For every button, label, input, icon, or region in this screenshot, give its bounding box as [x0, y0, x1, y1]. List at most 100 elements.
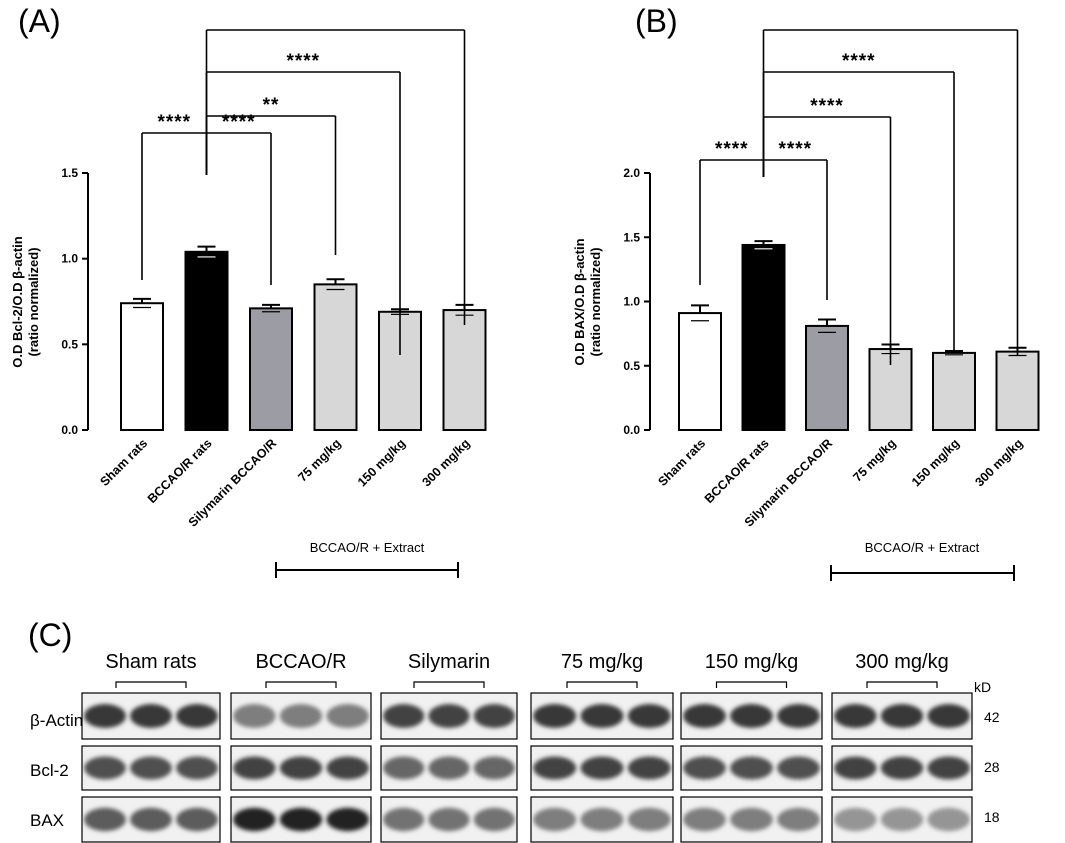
bar	[313, 283, 358, 431]
blot-band	[428, 756, 470, 780]
blot-band	[473, 807, 515, 832]
blot-group-label: Silymarin	[408, 651, 490, 673]
bar	[678, 312, 722, 431]
blot-group-label: Sham rats	[105, 651, 196, 673]
category-label: 300 mg/kg	[972, 436, 1025, 489]
blot-band	[730, 807, 773, 832]
blot-band	[473, 704, 515, 728]
bar	[120, 302, 164, 432]
blot-band	[176, 807, 218, 832]
panel-letter-b: (B)	[635, 3, 678, 39]
blot-band	[683, 704, 726, 728]
group-label-extract: BCCAO/R + Extract	[865, 540, 980, 555]
blot-band	[383, 704, 425, 728]
lane-bracket	[115, 681, 187, 688]
blot-band	[279, 807, 323, 832]
blot-band	[580, 704, 624, 728]
blot-row-label: β-Actin	[30, 711, 83, 730]
kd-value: 42	[984, 709, 1000, 725]
category-label: 300 mg/kg	[419, 436, 472, 489]
category-label: 150 mg/kg	[355, 436, 408, 489]
blot-band	[777, 704, 820, 728]
significance-label: ****	[778, 139, 812, 160]
western-blot: β-Actin Bcl-2 BAX kD 42 28 18 Sham rats BCCAO/R S…	[30, 651, 1000, 843]
y-tick-label: 0.5	[61, 337, 78, 351]
chart-bax: O.D BAX/O.D β-actin (ratio normalized) 0…	[572, 29, 1040, 581]
y-axis-label-line1: O.D Bcl-2/O.D β-actin	[10, 236, 25, 368]
y-tick-label: 0.0	[623, 423, 640, 437]
category-label: 150 mg/kg	[909, 436, 962, 489]
bar	[184, 250, 229, 431]
y-tick-label: 2.0	[623, 166, 640, 180]
bar	[741, 243, 786, 431]
blot-band	[777, 807, 820, 832]
significance-label: **	[263, 95, 280, 116]
blot-group-label: 75 mg/kg	[561, 651, 643, 673]
blot-band	[730, 756, 773, 780]
blot-band	[279, 756, 323, 780]
blot-band	[84, 704, 126, 728]
blot-band	[777, 756, 820, 780]
blot-band	[683, 807, 726, 832]
y-axis-label-line2: (ratio normalized)	[26, 247, 41, 356]
blot-band	[533, 756, 577, 780]
bar	[932, 351, 976, 431]
blot-band	[834, 807, 877, 832]
blot-row-label: Bcl-2	[30, 761, 69, 780]
blot-band	[428, 704, 470, 728]
blot-band	[279, 704, 323, 728]
blot-band	[834, 704, 877, 728]
kd-value: 28	[984, 759, 1000, 775]
bar	[805, 324, 849, 432]
blot-band	[627, 756, 671, 780]
panel-letter-a: (A)	[18, 3, 61, 39]
blot-band	[233, 704, 276, 728]
y-tick-label: 1.0	[623, 295, 640, 309]
blot-band	[880, 807, 924, 832]
category-label: 75 mg/kg	[295, 436, 343, 484]
category-label: 75 mg/kg	[850, 436, 898, 484]
panel-letter-c: (C)	[28, 617, 72, 653]
blot-band	[683, 756, 726, 780]
blot-band	[130, 756, 172, 780]
lane-bracket	[413, 681, 485, 688]
group-label-extract: BCCAO/R + Extract	[310, 540, 425, 555]
blot-band	[176, 756, 218, 780]
significance-label: ****	[842, 51, 876, 72]
blot-band	[533, 704, 577, 728]
chart-bcl2: O.D Bcl-2/O.D β-actin (ratio normalized)…	[10, 29, 487, 578]
blot-band	[927, 807, 970, 832]
significance-label: ****	[810, 96, 844, 117]
blot-group-label: 150 mg/kg	[705, 651, 798, 673]
y-tick-label: 1.0	[61, 252, 78, 266]
y-tick-label: 1.5	[623, 230, 640, 244]
blot-band	[627, 704, 671, 728]
blot-band	[84, 756, 126, 780]
blot-band	[627, 807, 671, 832]
blot-group-label: BCCAO/R	[255, 651, 346, 673]
category-label: BCCAO/R rats	[145, 436, 215, 506]
kd-value: 18	[984, 809, 1000, 825]
blot-band	[326, 807, 369, 832]
blot-band	[176, 704, 218, 728]
lane-bracket	[566, 681, 638, 688]
blot-row-label: BAX	[30, 811, 64, 830]
y-axis-label-line1: O.D BAX/O.D β-actin	[572, 238, 587, 365]
blot-band	[580, 807, 624, 832]
blot-band	[580, 756, 624, 780]
blot-band	[927, 756, 970, 780]
y-tick-label: 0.0	[61, 423, 78, 437]
y-axis-label-line2: (ratio normalized)	[588, 247, 603, 356]
blot-band	[927, 704, 970, 728]
lane-bracket	[866, 681, 938, 688]
bar	[249, 307, 293, 431]
blot-band	[473, 756, 515, 780]
blot-band	[880, 704, 924, 728]
significance-label: ****	[157, 112, 191, 133]
blot-band	[533, 807, 577, 832]
category-label: BCCAO/R rats	[702, 436, 772, 506]
significance-label: ****	[286, 51, 320, 72]
blot-group-label: 300 mg/kg	[855, 651, 948, 673]
blot-band	[84, 807, 126, 832]
